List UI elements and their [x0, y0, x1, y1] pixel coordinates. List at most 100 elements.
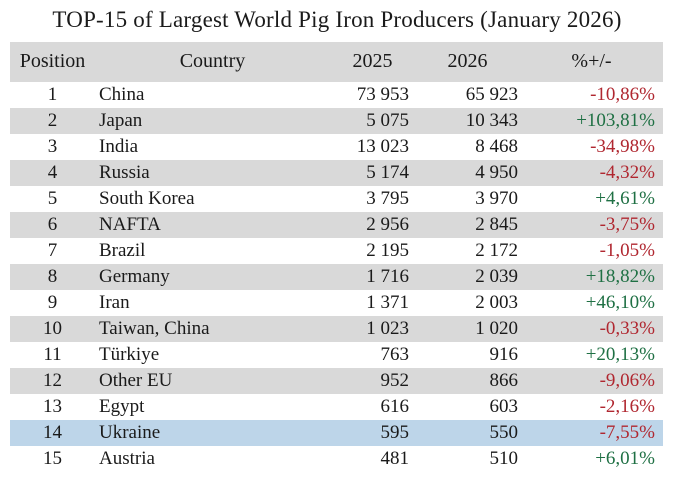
position-cell: 2	[10, 107, 95, 134]
position-cell: 13	[43, 395, 62, 417]
value-2026-cell: 550	[415, 419, 520, 446]
table-row: 1 China 73 953 65 923 -10,86%	[10, 82, 663, 108]
change-percent-cell: -4,32%	[520, 159, 663, 186]
change-percent-cell: -7,55%	[520, 419, 663, 446]
country-cell: Japan	[95, 107, 330, 134]
country-cell: Austria	[99, 447, 155, 469]
country-cell: Egypt	[99, 395, 145, 417]
country-cell: Taiwan, China	[95, 315, 330, 342]
table-row: 12 Other EU 952 866 -9,06%	[10, 367, 663, 394]
country-cell: India	[99, 135, 139, 157]
column-header-2026: 2026	[415, 41, 520, 82]
position-cell: 11	[43, 343, 62, 365]
column-header-change: %+/-	[520, 41, 663, 82]
table-row: 2 Japan 5 075 10 343 +103,81%	[10, 107, 663, 134]
change-percent-cell: +6,01%	[595, 447, 655, 469]
country-cell: South Korea	[99, 187, 195, 209]
position-cell: 10	[10, 315, 95, 342]
position-cell: 4	[10, 159, 95, 186]
value-2026-cell: 2 039	[415, 263, 520, 290]
position-cell: 15	[43, 447, 62, 469]
country-cell: Other EU	[95, 367, 330, 394]
table-row: 7 Brazil 2 195 2 172 -1,05%	[10, 238, 663, 264]
value-2026-cell: 4 950	[415, 159, 520, 186]
country-cell: Iran	[99, 291, 130, 313]
value-2026-cell: 65 923	[465, 83, 518, 105]
value-2025-cell: 481	[380, 447, 410, 469]
table-row: 3 India 13 023 8 468 -34,98%	[10, 134, 663, 160]
value-2026-cell: 2 003	[475, 291, 518, 313]
table-row: 9 Iran 1 371 2 003 +46,10%	[10, 290, 663, 316]
country-cell: Brazil	[99, 239, 146, 261]
value-2025-cell: 2 195	[366, 239, 409, 261]
value-2025-cell: 13 023	[356, 135, 409, 157]
value-2026-cell: 510	[489, 447, 519, 469]
change-percent-cell: +103,81%	[520, 107, 663, 134]
table-row: 11 Türkiye 763 916 +20,13%	[10, 342, 663, 368]
position-cell: 1	[47, 83, 58, 105]
value-2025-cell: 5 174	[330, 159, 415, 186]
column-header-position: Position	[10, 41, 95, 82]
position-cell: 9	[47, 291, 58, 313]
position-cell: 7	[47, 239, 58, 261]
country-cell: China	[99, 83, 145, 105]
value-2025-cell: 763	[380, 343, 410, 365]
value-2025-cell: 2 956	[330, 211, 415, 238]
change-percent-cell: +20,13%	[585, 343, 655, 365]
value-2025-cell: 1 371	[366, 291, 409, 313]
table-row: 13 Egypt 616 603 -2,16%	[10, 394, 663, 420]
position-cell: 12	[10, 367, 95, 394]
column-header-country: Country	[95, 41, 330, 82]
value-2026-cell: 603	[489, 395, 519, 417]
value-2026-cell: 3 970	[475, 187, 518, 209]
value-2026-cell: 866	[415, 367, 520, 394]
table-row: 14 Ukraine 595 550 -7,55%	[10, 419, 663, 446]
producers-table: Position Country 2025 2026 %+/- 1 China 73…	[10, 41, 663, 472]
position-cell: 6	[10, 211, 95, 238]
position-cell: 3	[47, 135, 58, 157]
change-percent-cell: +18,82%	[520, 263, 663, 290]
value-2026-cell: 1 020	[415, 315, 520, 342]
value-2025-cell: 1 023	[330, 315, 415, 342]
table-row: 6 NAFTA 2 956 2 845 -3,75%	[10, 211, 663, 238]
country-cell: Ukraine	[95, 419, 330, 446]
change-percent-cell: -0,33%	[520, 315, 663, 342]
table-row: 4 Russia 5 174 4 950 -4,32%	[10, 159, 663, 186]
change-percent-cell: -3,75%	[520, 211, 663, 238]
column-header-2025: 2025	[330, 41, 415, 82]
table-body: 1 China 73 953 65 923 -10,86% 2 Japan 5 075 10 3…	[10, 82, 663, 472]
value-2026-cell: 10 343	[415, 107, 520, 134]
position-cell: 8	[10, 263, 95, 290]
change-percent-cell: -9,06%	[520, 367, 663, 394]
position-cell: 5	[47, 187, 58, 209]
value-2026-cell: 916	[489, 343, 519, 365]
value-2025-cell: 1 716	[330, 263, 415, 290]
value-2025-cell: 952	[330, 367, 415, 394]
value-2025-cell: 3 795	[366, 187, 409, 209]
page-title: TOP-15 of Largest World Pig Iron Produce…	[52, 7, 622, 32]
table-header-row: Position Country 2025 2026 %+/-	[10, 41, 663, 82]
change-percent-cell: -10,86%	[590, 83, 655, 105]
country-cell: Germany	[95, 263, 330, 290]
value-2025-cell: 5 075	[330, 107, 415, 134]
change-percent-cell: -34,98%	[590, 135, 655, 157]
value-2025-cell: 616	[380, 395, 410, 417]
value-2025-cell: 595	[330, 419, 415, 446]
country-cell: NAFTA	[95, 211, 330, 238]
value-2025-cell: 73 953	[356, 83, 409, 105]
table-row: 10 Taiwan, China 1 023 1 020 -0,33%	[10, 315, 663, 342]
table-row: 15 Austria 481 510 +6,01%	[10, 446, 663, 472]
change-percent-cell: -1,05%	[599, 239, 655, 261]
value-2026-cell: 8 468	[475, 135, 518, 157]
table-row: 8 Germany 1 716 2 039 +18,82%	[10, 263, 663, 290]
country-cell: Russia	[95, 159, 330, 186]
position-cell: 14	[10, 419, 95, 446]
value-2026-cell: 2 172	[475, 239, 518, 261]
change-percent-cell: +4,61%	[595, 187, 655, 209]
change-percent-cell: +46,10%	[585, 291, 655, 313]
change-percent-cell: -2,16%	[599, 395, 655, 417]
country-cell: Türkiye	[99, 343, 160, 365]
table-row: 5 South Korea 3 795 3 970 +4,61%	[10, 186, 663, 212]
value-2026-cell: 2 845	[415, 211, 520, 238]
